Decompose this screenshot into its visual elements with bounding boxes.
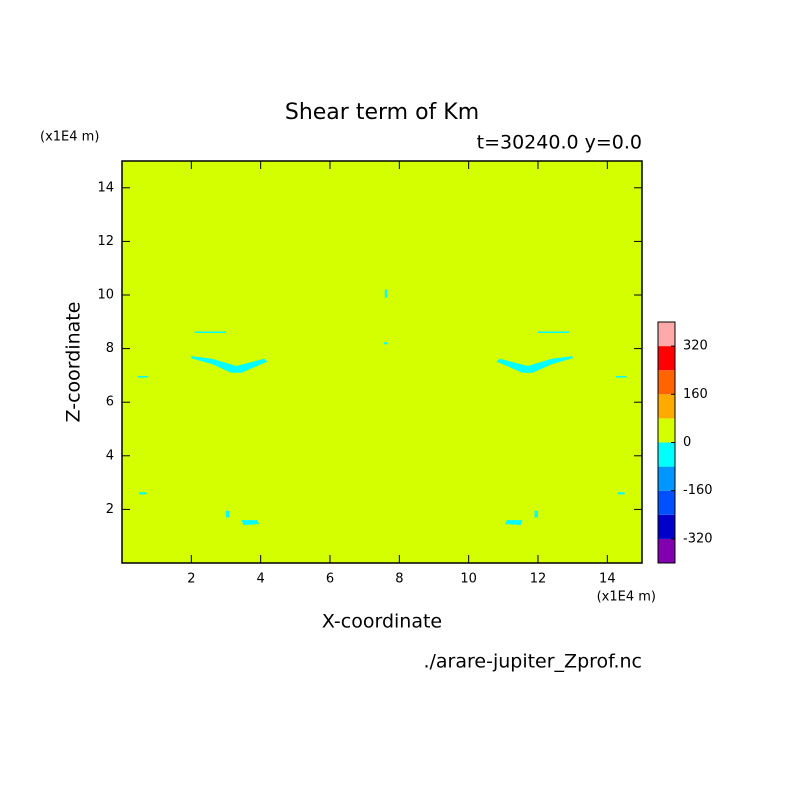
colorbar-tick-label: 320 bbox=[683, 339, 708, 354]
source-label: ./arare-jupiter_Zprof.nc bbox=[423, 651, 642, 673]
contour-region bbox=[191, 356, 268, 373]
colorbar-band bbox=[658, 490, 675, 515]
x-tick-label: 2 bbox=[187, 572, 195, 587]
colorbar-band bbox=[658, 466, 675, 491]
contour-region bbox=[139, 492, 147, 495]
colorbar-band bbox=[658, 418, 675, 443]
contour-region bbox=[384, 342, 388, 345]
colorbar-band bbox=[658, 346, 675, 371]
y-tick-label: 8 bbox=[106, 341, 114, 356]
y-axis-label: Z-coordinate bbox=[63, 302, 85, 423]
x-tick-label: 10 bbox=[460, 572, 477, 587]
colorbar-band bbox=[658, 538, 675, 563]
x-tick-label: 4 bbox=[257, 572, 265, 587]
colorbar-band bbox=[658, 442, 675, 467]
contour-region bbox=[616, 375, 627, 378]
contour-region bbox=[505, 520, 523, 525]
x-tick-label: 8 bbox=[395, 572, 403, 587]
colorbar-band bbox=[658, 514, 675, 539]
contour-region bbox=[534, 510, 538, 518]
contour-region bbox=[496, 356, 573, 373]
x-tick-label: 6 bbox=[326, 572, 334, 587]
contour-region bbox=[538, 331, 570, 334]
contour-region bbox=[194, 331, 226, 334]
x-unit: (x1E4 m) bbox=[597, 590, 656, 605]
y-tick-label: 14 bbox=[97, 180, 114, 195]
plot-frame bbox=[121, 160, 643, 564]
y-tick-label: 12 bbox=[97, 234, 114, 249]
y-tick-label: 4 bbox=[106, 448, 114, 463]
x-axis-label: X-coordinate bbox=[322, 611, 442, 633]
colorbar-band bbox=[658, 394, 675, 419]
y-tick-label: 10 bbox=[97, 288, 114, 303]
y-tick-label: 2 bbox=[106, 502, 114, 517]
contour-region bbox=[137, 375, 148, 378]
chart-subtitle: t=30240.0 y=0.0 bbox=[477, 132, 642, 154]
contour-region bbox=[384, 289, 388, 298]
colorbar-tick-label: -320 bbox=[683, 531, 713, 546]
colorbar-band bbox=[658, 322, 675, 347]
colorbar-band bbox=[658, 370, 675, 395]
colorbar-tick-label: 0 bbox=[683, 435, 691, 450]
colorbar-tick-label: 160 bbox=[683, 387, 708, 402]
y-unit: (x1E4 m) bbox=[40, 130, 99, 145]
chart-title: Shear term of Km bbox=[285, 100, 479, 125]
contour-region bbox=[617, 492, 625, 495]
x-tick-label: 12 bbox=[530, 572, 547, 587]
contour-region bbox=[226, 510, 230, 518]
y-tick-label: 6 bbox=[106, 395, 114, 410]
contour-region bbox=[241, 520, 259, 525]
contour-background bbox=[122, 161, 642, 563]
colorbar-tick-label: -160 bbox=[683, 483, 713, 498]
x-tick-label: 14 bbox=[599, 572, 616, 587]
